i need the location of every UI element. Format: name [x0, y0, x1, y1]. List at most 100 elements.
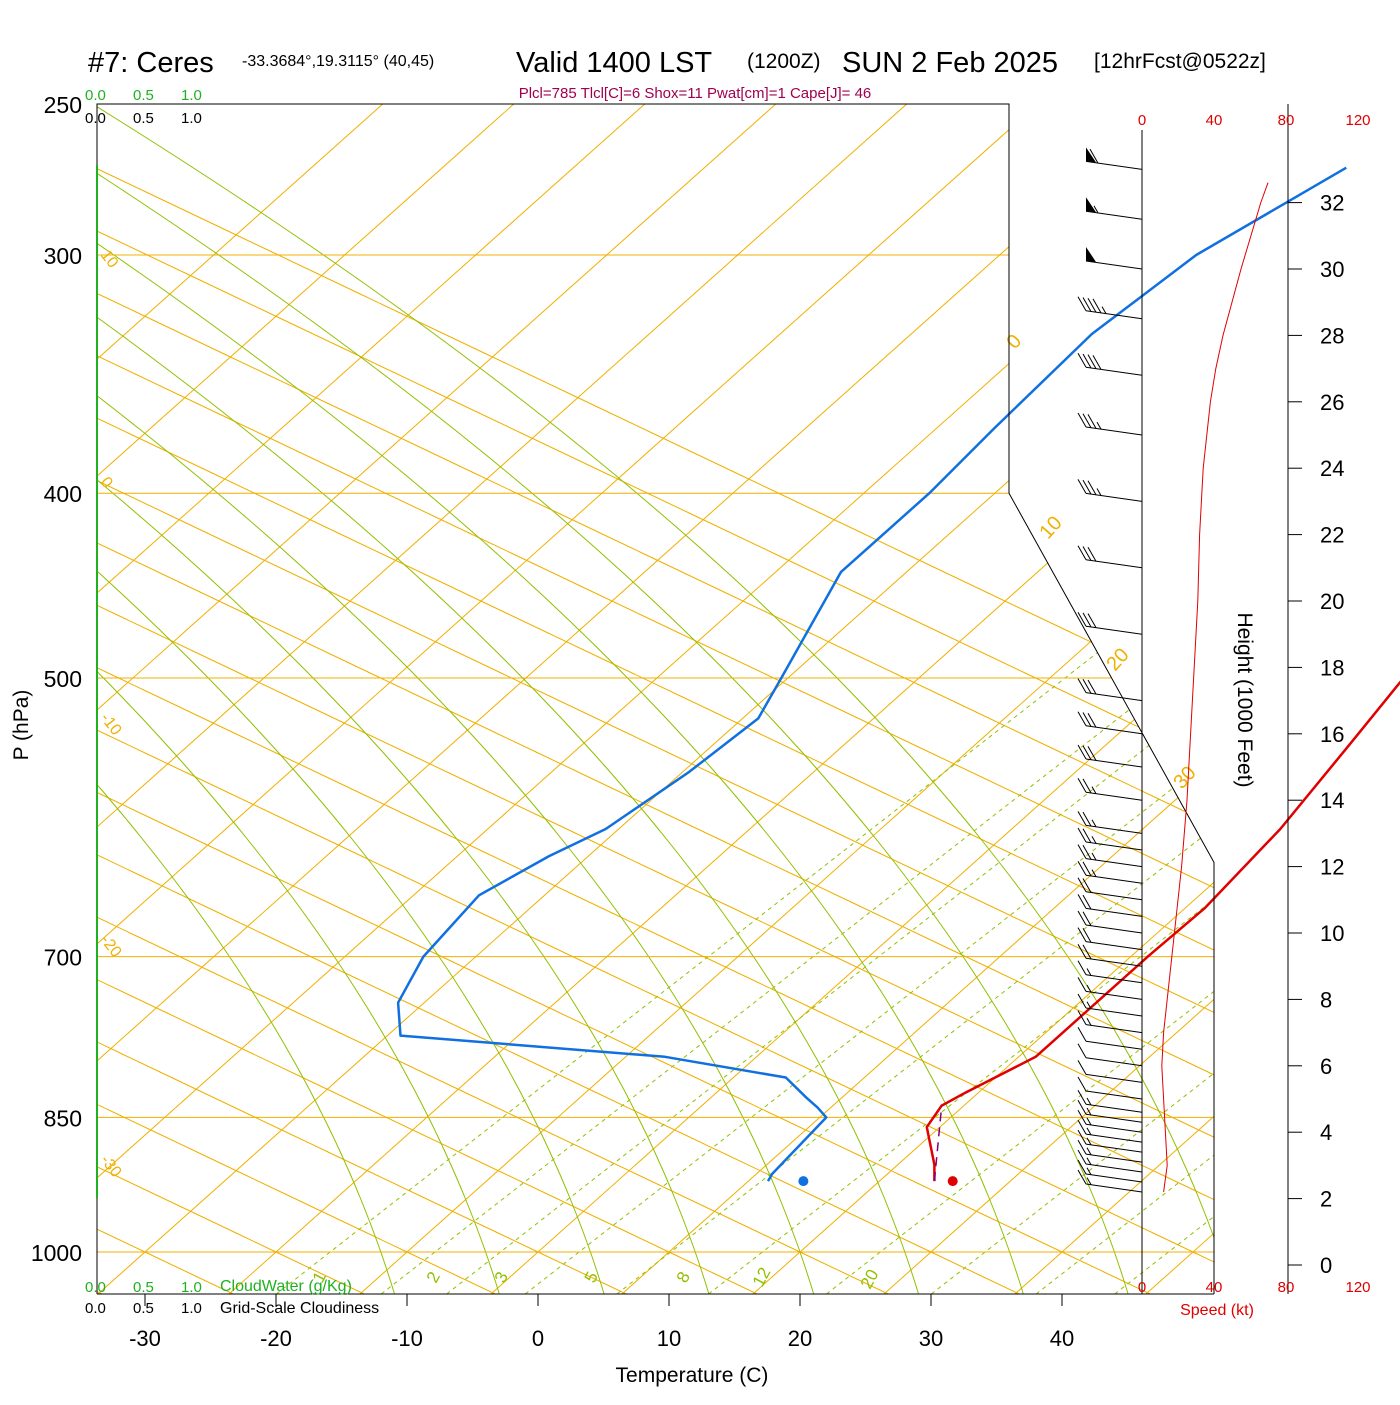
wind-barb	[1077, 352, 1143, 376]
x-tick-label: -20	[260, 1326, 292, 1351]
wind-barb-feather	[1077, 1169, 1087, 1185]
isotherm-line	[97, 104, 384, 1294]
wind-barb-feather	[1077, 352, 1087, 368]
moist-adiabat-line	[97, 105, 1024, 1294]
isotherm-line	[490, 104, 1214, 1294]
wind-barb	[1077, 1159, 1143, 1183]
wind-barb	[1077, 1043, 1143, 1067]
wind-speed-line	[1161, 182, 1269, 1193]
station-title: #7: Ceres	[88, 47, 214, 79]
mixing-ratio-label: 20	[857, 1266, 883, 1292]
height-tick-label: 4	[1320, 1120, 1332, 1145]
x-axis-title: Temperature (C)	[616, 1364, 769, 1387]
wind-barb	[1077, 943, 1143, 967]
wind-barb-feather	[1082, 546, 1092, 561]
wind-barb-staff	[1085, 758, 1143, 768]
wind-barb-staff	[1085, 957, 1143, 967]
station-coords: -33.3684°,19.3115° (40,45)	[242, 53, 434, 70]
height-tick-label: 30	[1320, 257, 1344, 282]
height-tick-label: 10	[1320, 921, 1344, 946]
wind-barb	[1077, 711, 1143, 735]
mixing-ratio-label: 3	[491, 1269, 512, 1286]
isotherm-line	[97, 104, 646, 1294]
moist-adiabat-line	[97, 105, 500, 1294]
isotherm-label: -30	[97, 1152, 125, 1181]
wind-barb-flag	[1086, 197, 1096, 213]
wind-barb-feather	[1082, 878, 1092, 893]
wind-barb-feather	[1077, 296, 1087, 312]
wind-barb	[1077, 1149, 1143, 1173]
wind-barb	[1085, 197, 1143, 220]
mixing-ratio-line	[446, 492, 1214, 1294]
cloudiness-label: Grid-Scale Cloudiness	[220, 1300, 379, 1317]
dry-adiabat-line	[97, 113, 1151, 1294]
x-tick-label: 10	[657, 1326, 681, 1351]
isotherm-line	[97, 104, 1039, 1294]
wind-barb-feather	[1082, 479, 1092, 495]
height-tick-label: 28	[1320, 323, 1344, 348]
wind-barb-staff	[1085, 1123, 1143, 1133]
cloudwater-tick-top-0: 0.0	[85, 87, 106, 104]
wind-barb	[1077, 1026, 1143, 1050]
wind-barb-half	[1086, 1018, 1092, 1026]
wind-barb-staff	[1085, 426, 1143, 436]
temperature-line	[925, 680, 1400, 1182]
wind-barb-feather	[1082, 679, 1092, 694]
wind-barb-feather	[1082, 944, 1092, 960]
wind-barb	[1077, 296, 1143, 320]
wind-barb	[1077, 927, 1143, 951]
zulu-time: (1200Z)	[747, 50, 821, 73]
wind-barb	[1077, 1099, 1143, 1123]
wind-barb-staff	[1085, 1133, 1143, 1143]
cloudiness-tick-bottom-0: 0.0	[85, 1300, 106, 1317]
wind-barb-staff	[1085, 1007, 1143, 1017]
surface-dewpoint-dot	[798, 1176, 809, 1187]
pressure-tick-label: 850	[44, 1105, 82, 1131]
height-tick-label: 26	[1320, 390, 1344, 415]
wind-barb-feather	[1077, 1119, 1087, 1135]
x-tick-label: 30	[919, 1326, 943, 1351]
wind-barb-feather	[1082, 353, 1092, 369]
wind-barb-staff	[1085, 1113, 1143, 1123]
wind-barb-feather	[1077, 910, 1087, 926]
wind-barb-staff	[1085, 990, 1143, 1000]
wind-barb-feather	[1077, 678, 1087, 693]
isotherm-line	[883, 104, 1214, 1294]
wind-barb-staff	[1085, 1103, 1143, 1113]
wind-barb-feather	[1092, 298, 1102, 314]
wind-barb	[1077, 1010, 1143, 1034]
height-tick-label: 16	[1320, 722, 1344, 747]
wind-barb	[1077, 777, 1143, 801]
height-tick-label: 0	[1320, 1253, 1332, 1278]
wind-barb-feather	[1077, 1159, 1087, 1175]
wind-barb-feather	[1077, 479, 1087, 494]
speed-tick-bottom-3: 120	[1345, 1279, 1370, 1296]
mixing-ratio-label: 8	[673, 1269, 694, 1286]
cloudiness-tick-top-2: 1.0	[181, 110, 202, 127]
isotherm-line	[97, 104, 908, 1294]
speed-tick-bottom-1: 40	[1206, 1279, 1223, 1296]
wind-barb	[1077, 678, 1143, 702]
x-tick-label: 40	[1050, 1326, 1074, 1351]
wind-barb-feather	[1077, 412, 1087, 428]
wind-barb-feather	[1082, 811, 1092, 827]
wind-barb	[1085, 247, 1143, 270]
wind-barb-half	[1086, 1097, 1092, 1106]
surface-temperature-dot	[947, 1176, 958, 1187]
isotherm-line	[97, 104, 1214, 1294]
wind-barb-feather	[1077, 943, 1087, 959]
isotherm-line	[1145, 104, 1214, 1294]
speed-tick-top-1: 40	[1206, 112, 1223, 129]
wind-barb-feather	[1082, 612, 1092, 628]
wind-barb	[1077, 744, 1143, 768]
isotherm-line	[752, 104, 1214, 1294]
speed-tick-top-0: 0	[1138, 112, 1146, 129]
x-tick-label: 20	[788, 1326, 812, 1351]
moist-adiabat-line	[97, 105, 1129, 1294]
pressure-tick-label: 300	[44, 243, 82, 269]
wind-barb	[1077, 811, 1143, 834]
wind-barb-half	[1091, 819, 1097, 828]
mixing-ratio-label: 5	[581, 1269, 602, 1286]
wind-barb-staff	[1085, 625, 1143, 635]
